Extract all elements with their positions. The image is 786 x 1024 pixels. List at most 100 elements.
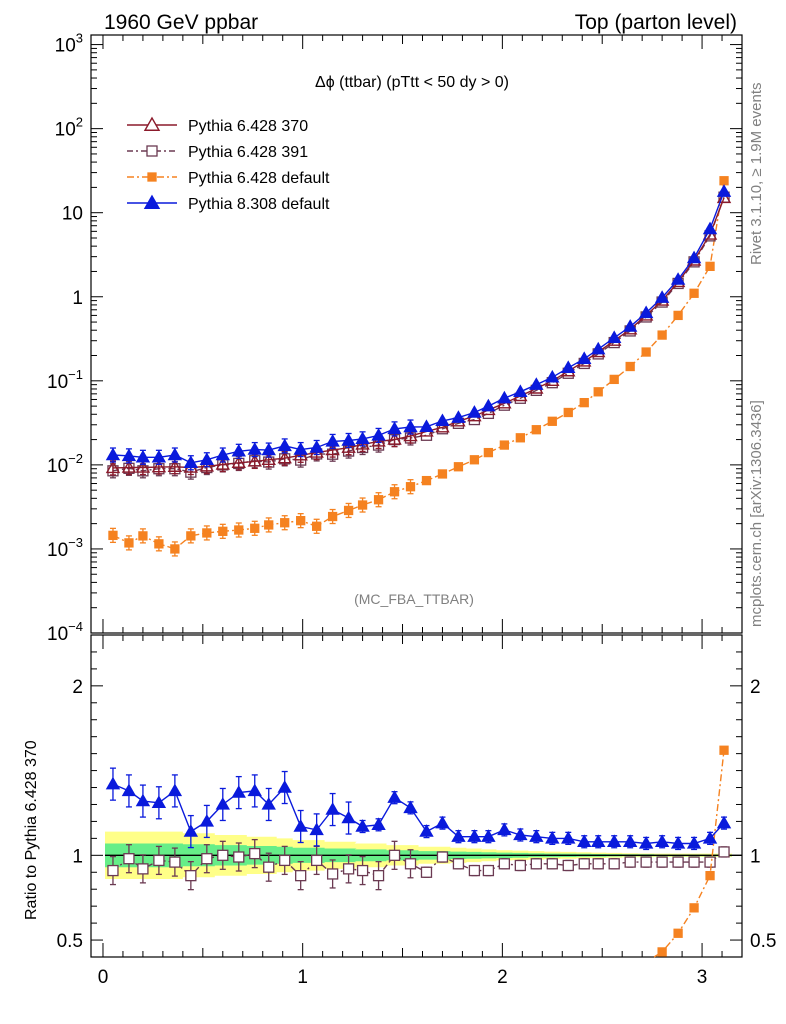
ratio-point — [562, 859, 574, 872]
ratio-series-line — [112, 851, 725, 877]
data-point — [606, 330, 622, 343]
legend-label: Pythia 6.428 391 — [188, 144, 308, 161]
main-y-tick-label: 10−3 — [47, 535, 83, 561]
ratio-point — [592, 858, 604, 870]
main-frame — [90, 34, 743, 634]
data-point — [135, 460, 151, 473]
data-point — [609, 374, 619, 385]
ratio-point — [372, 870, 385, 882]
data-point — [719, 176, 729, 186]
ratio-y-tick-label-right: 1 — [750, 846, 761, 867]
data-point — [218, 526, 228, 536]
ratio-point — [591, 834, 606, 847]
data-point — [327, 511, 338, 522]
legend-label: Pythia 8.308 default — [188, 196, 330, 213]
ratio-point — [546, 858, 558, 870]
data-point — [167, 447, 183, 461]
ratio-point — [529, 829, 544, 842]
ratio-point — [673, 928, 683, 938]
main-y-tick-label: 1 — [72, 288, 83, 309]
ratio-point — [718, 846, 730, 858]
data-point — [231, 455, 246, 468]
ratio-point — [638, 836, 654, 849]
ratio-point — [123, 853, 135, 865]
ratio-point — [325, 802, 340, 815]
ratio-point — [702, 830, 718, 844]
ratio-point — [403, 800, 418, 814]
series-1 — [107, 191, 730, 480]
ratio-point — [530, 858, 542, 870]
tick-exponent: −3 — [68, 535, 83, 550]
data-point — [261, 442, 276, 456]
data-point — [124, 538, 134, 548]
ratio-point — [481, 829, 496, 842]
ratio-point — [167, 783, 183, 797]
ratio-point — [311, 854, 323, 867]
data-point — [250, 523, 260, 533]
ratio-point — [606, 834, 622, 847]
data-point — [403, 428, 418, 442]
data-point — [264, 520, 274, 530]
ratio-point — [420, 866, 433, 878]
ratio-point — [121, 783, 137, 797]
data-point — [121, 460, 137, 473]
data-point — [151, 449, 167, 463]
data-point — [591, 341, 606, 355]
ratio-point — [640, 856, 652, 868]
ratio-y-tick-label-right: 2 — [750, 677, 761, 698]
series-3 — [105, 184, 732, 471]
ratio-point — [468, 864, 481, 877]
data-point — [654, 290, 670, 303]
tick-exponent: −2 — [68, 451, 83, 466]
ratio-point — [387, 790, 402, 803]
data-point — [622, 319, 638, 332]
ratio-series-line — [112, 783, 725, 845]
tick-exponent: −4 — [68, 619, 83, 634]
ratio-point — [688, 856, 700, 868]
rivet-label: Rivet 3.1.10, ≥ 1.9M events — [748, 83, 765, 266]
data-point — [437, 469, 448, 479]
ratio-point — [215, 797, 231, 810]
ratio-point — [451, 829, 466, 842]
data-point — [215, 447, 231, 461]
legend-entry: Pythia 6.428 370 — [127, 116, 308, 135]
data-point — [716, 190, 732, 204]
ratio-point — [295, 870, 307, 882]
data-point — [325, 442, 340, 456]
data-point — [105, 447, 121, 461]
tick-base: 10 — [47, 456, 68, 477]
data-point — [453, 462, 464, 472]
ratio-point — [341, 810, 356, 824]
ratio-point — [498, 858, 511, 870]
ratio-point — [657, 947, 667, 957]
series-line — [112, 191, 725, 464]
data-point — [247, 442, 262, 455]
data-point — [154, 539, 164, 549]
tick-exponent: −1 — [68, 367, 83, 382]
ratio-point — [497, 822, 512, 836]
tick-exponent: 3 — [76, 31, 83, 46]
ratio-y-tick-label: 0.5 — [57, 931, 83, 952]
ratio-point — [105, 776, 121, 790]
ratio-point — [654, 834, 670, 847]
tick-base: 10 — [55, 36, 76, 57]
header-left: 1960 GeV ppbar — [104, 11, 258, 34]
data-point — [280, 518, 290, 528]
ratio-point — [435, 815, 450, 829]
x-tick-label: 2 — [497, 967, 508, 988]
data-point — [638, 305, 654, 319]
ratio-series-1 — [653, 745, 729, 958]
data-point — [451, 410, 466, 423]
ratio-point — [577, 834, 592, 847]
ratio-plot: 0 1 2 3 0.5 0.5 1 1 2 2 — [57, 634, 776, 988]
ratio-point — [233, 851, 245, 863]
data-point — [312, 521, 322, 531]
data-point — [670, 272, 686, 285]
x-tick-label: 1 — [297, 967, 308, 988]
data-point — [373, 495, 384, 505]
data-point — [515, 433, 525, 443]
ratio-point — [277, 780, 292, 793]
ratio-point — [263, 861, 275, 873]
ratio-point — [201, 853, 213, 865]
